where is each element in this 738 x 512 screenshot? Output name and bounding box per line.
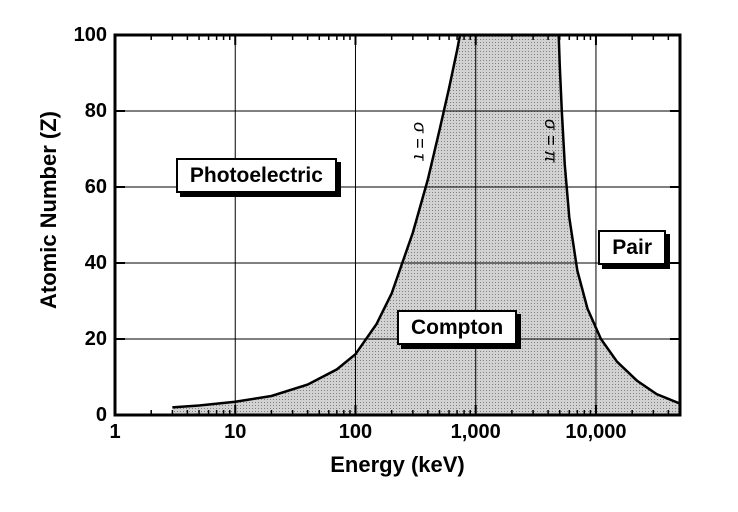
x-tick-label: 1 (75, 421, 155, 444)
y-tick-label: 40 (85, 252, 107, 275)
y-tick-label: 100 (74, 24, 107, 47)
label-sigma-pi: σ = π (540, 119, 561, 162)
label-photoelectric: Photoelectric (176, 158, 337, 193)
x-axis-title: Energy (keV) (115, 452, 680, 478)
x-tick-label: 10,000 (556, 421, 636, 444)
label-pair: Pair (598, 230, 666, 265)
y-tick-label: 20 (85, 328, 107, 351)
x-tick-label: 1,000 (436, 421, 516, 444)
y-tick-label: 60 (85, 176, 107, 199)
label-sigma-tau: σ = τ (409, 122, 430, 160)
y-axis-title: Atomic Number (Z) (36, 40, 62, 380)
x-tick-label: 10 (195, 421, 275, 444)
y-tick-label: 80 (85, 100, 107, 123)
x-tick-label: 100 (315, 421, 395, 444)
label-compton: Compton (397, 310, 517, 345)
